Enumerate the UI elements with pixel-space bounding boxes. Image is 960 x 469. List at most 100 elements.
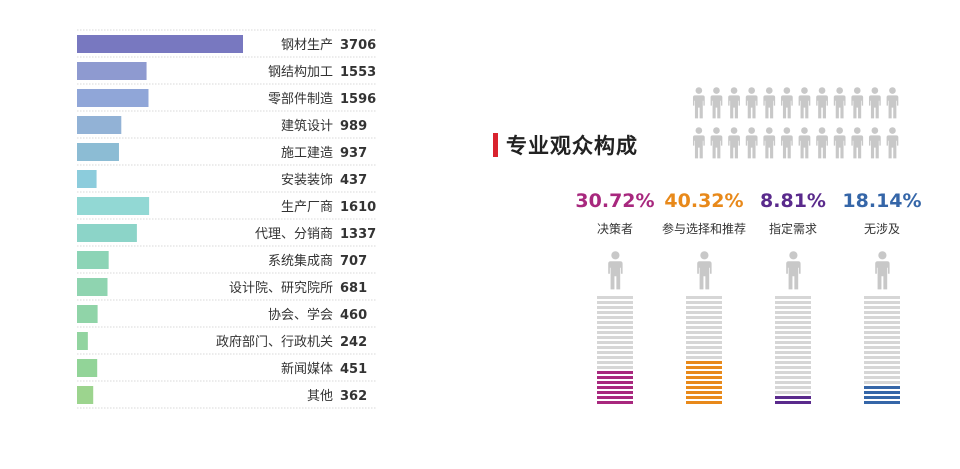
bar-category-label: 钢材生产 [281, 38, 333, 53]
stripe [686, 386, 722, 389]
stripe [864, 386, 900, 389]
stripe [864, 361, 900, 364]
stripe [775, 301, 811, 304]
stripe [686, 311, 722, 314]
people-icon-grid [692, 87, 899, 159]
stripe [775, 306, 811, 309]
segment-label: 参与选择和推荐 [661, 222, 746, 236]
stripe [597, 306, 633, 309]
stripe [686, 306, 722, 309]
title-accent-bar [493, 133, 498, 157]
stripe [775, 346, 811, 349]
stripe [864, 321, 900, 324]
bar-3 [77, 116, 122, 134]
bar-category-label: 政府部门、行政机关 [216, 335, 333, 350]
segment-label: 决策者 [596, 222, 633, 236]
segment-percent: 30.72% [575, 190, 655, 212]
bar-12 [77, 359, 98, 377]
person-icon [763, 127, 776, 159]
stripe [686, 366, 722, 369]
person-icon [608, 251, 623, 290]
segment-percent: 8.81% [760, 190, 826, 212]
stripe [775, 366, 811, 369]
person-icon [710, 87, 723, 119]
bar-8 [77, 251, 109, 269]
bar-category-label: 协会、学会 [268, 307, 333, 323]
stripe [686, 371, 722, 374]
bar-category-label: 其他 [307, 389, 333, 404]
chart-title: 专业观众构成 [506, 134, 638, 158]
stripe [597, 331, 633, 334]
person-icon [692, 127, 705, 159]
person-icon [692, 87, 705, 119]
bar-category-label: 安装装饰 [281, 173, 333, 188]
stripe [864, 351, 900, 354]
person-icon [745, 87, 758, 119]
stripe [597, 386, 633, 389]
stripe [597, 321, 633, 324]
stripe [686, 356, 722, 359]
stripe [597, 391, 633, 394]
stripe [775, 361, 811, 364]
bar-value-label: 451 [340, 362, 367, 377]
bar-category-label: 代理、分销商 [255, 227, 333, 242]
segment-label: 指定需求 [768, 222, 817, 236]
person-icon [786, 251, 801, 290]
segment-stripe-stack [686, 296, 722, 406]
person-icon [780, 87, 793, 119]
stripe [864, 381, 900, 384]
segment-figure [608, 251, 623, 290]
stripe [686, 396, 722, 399]
stripe [686, 296, 722, 299]
person-icon [780, 127, 793, 159]
segment-0: 30.72% 决策者 [560, 188, 670, 237]
bar-value-label: 989 [340, 119, 367, 134]
bar-0 [77, 35, 243, 53]
segment-stripe-stack [775, 296, 811, 406]
stripe [686, 321, 722, 324]
segment-percent: 40.32% [664, 190, 744, 212]
stripe [597, 301, 633, 304]
person-icon [763, 87, 776, 119]
stripe [775, 396, 811, 399]
bar-value-label: 681 [340, 281, 367, 296]
bar-category-label: 系统集成商 [268, 253, 333, 269]
bar-5 [77, 170, 97, 188]
segment-percent: 18.14% [842, 190, 922, 212]
stripe [775, 336, 811, 339]
industry-bar-chart: 钢材生产 3706 钢结构加工 1553 零部件制造 1596 建筑设计 989 施工建造 937… [77, 29, 376, 409]
stripe [597, 296, 633, 299]
stripe [775, 391, 811, 394]
stripe [686, 381, 722, 384]
stripe [686, 376, 722, 379]
person-icon [816, 127, 828, 159]
person-icon [851, 127, 864, 159]
stripe [864, 376, 900, 379]
segment-stripe-stack [597, 296, 633, 406]
stripe [864, 336, 900, 339]
bar-value-label: 937 [340, 146, 367, 161]
stripe [597, 341, 633, 344]
stripe [597, 381, 633, 384]
stripe [686, 326, 722, 329]
stripe [864, 306, 900, 309]
person-icon [697, 251, 712, 290]
stripe [686, 331, 722, 334]
bar-4 [77, 143, 119, 161]
bar-11 [77, 332, 88, 350]
person-icon [868, 127, 881, 159]
bar-value-label: 3706 [340, 38, 376, 53]
person-icon [798, 87, 811, 119]
bar-value-label: 1596 [340, 92, 376, 107]
bar-value-label: 1610 [340, 200, 376, 215]
stripe [864, 371, 900, 374]
stripe [775, 331, 811, 334]
stripe [686, 391, 722, 394]
bar-category-label: 钢结构加工 [268, 65, 333, 80]
segment-figure [786, 251, 801, 290]
stripe [775, 321, 811, 324]
bar-10 [77, 305, 98, 323]
person-icon [851, 87, 864, 119]
bar-value-label: 437 [340, 173, 367, 188]
bar-category-label: 生产厂商 [281, 200, 333, 215]
